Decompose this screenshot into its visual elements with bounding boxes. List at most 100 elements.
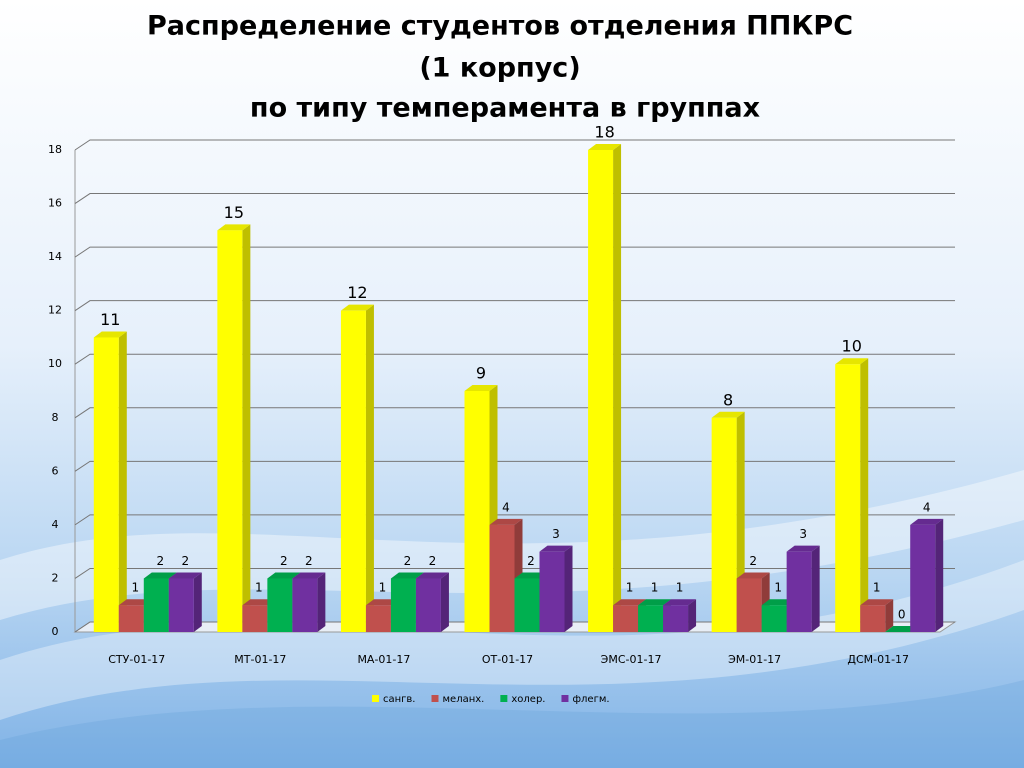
value-label: 11 bbox=[100, 310, 120, 329]
bar bbox=[93, 337, 119, 632]
bar bbox=[711, 417, 737, 632]
bar bbox=[663, 605, 689, 632]
chart-title: Распределение студентов отделения ППКРС bbox=[147, 11, 853, 42]
bar-top bbox=[217, 224, 251, 231]
value-label: 12 bbox=[347, 283, 367, 302]
legend-label: холер. bbox=[511, 694, 545, 705]
bar bbox=[365, 605, 391, 632]
bar bbox=[415, 578, 441, 632]
value-label: 4 bbox=[923, 500, 931, 514]
bar-top bbox=[835, 358, 869, 365]
y-tick-label: 4 bbox=[52, 518, 59, 531]
y-tick-label: 0 bbox=[52, 625, 59, 638]
bar bbox=[242, 605, 268, 632]
y-tick-label: 18 bbox=[48, 143, 62, 156]
bar-side bbox=[564, 545, 573, 632]
value-label: 18 bbox=[594, 123, 614, 142]
value-label: 1 bbox=[379, 581, 387, 595]
x-tick-label: МА-01-17 bbox=[357, 653, 410, 666]
value-label: 2 bbox=[527, 554, 535, 568]
bar-side bbox=[193, 572, 202, 632]
bar-side bbox=[440, 572, 449, 632]
value-label: 3 bbox=[799, 527, 807, 541]
bar bbox=[588, 150, 614, 632]
bar-top bbox=[93, 331, 127, 338]
grid-line bbox=[74, 407, 955, 419]
chart-title: (1 корпус) bbox=[419, 53, 580, 84]
bar-top bbox=[711, 411, 745, 418]
bar bbox=[835, 364, 861, 632]
legend: сангв. меланх. холер. флегм. bbox=[372, 694, 610, 705]
value-label: 2 bbox=[749, 554, 757, 568]
legend-label: флегм. bbox=[572, 694, 609, 705]
x-tick-label: ЭМС-01-17 bbox=[601, 653, 662, 666]
bar-top bbox=[489, 518, 523, 525]
bar bbox=[761, 605, 787, 632]
bar-top bbox=[340, 304, 374, 311]
bar bbox=[267, 578, 293, 632]
bar-top bbox=[761, 599, 795, 606]
legend-label: сангв. bbox=[383, 694, 416, 705]
x-tick-label: ДСМ-01-17 bbox=[847, 653, 909, 666]
bar-top bbox=[736, 572, 770, 579]
bar-top bbox=[539, 545, 573, 552]
value-label: 2 bbox=[305, 554, 313, 568]
grid-line bbox=[74, 460, 955, 472]
grid-line bbox=[74, 300, 955, 312]
value-label: 1 bbox=[873, 581, 881, 595]
grid-line bbox=[74, 139, 955, 151]
x-tick-label: ЭМ-01-17 bbox=[728, 653, 781, 666]
bar bbox=[340, 310, 366, 632]
bar bbox=[168, 578, 194, 632]
x-tick-label: МТ-01-17 bbox=[234, 653, 286, 666]
bar-top bbox=[663, 599, 697, 606]
y-tick-label: 14 bbox=[48, 250, 62, 263]
bar-side bbox=[242, 224, 251, 633]
bar bbox=[786, 551, 812, 632]
bar-side bbox=[688, 599, 697, 632]
bar-top bbox=[910, 518, 944, 525]
bar-top bbox=[786, 545, 820, 552]
grid-line bbox=[74, 353, 955, 365]
bar-side bbox=[885, 599, 894, 632]
y-tick-label: 16 bbox=[48, 197, 62, 210]
bar-side bbox=[811, 545, 820, 632]
bar bbox=[910, 524, 936, 632]
y-tick-label: 8 bbox=[52, 411, 59, 424]
bar-top bbox=[168, 572, 202, 579]
bar bbox=[539, 551, 565, 632]
value-label: 0 bbox=[898, 608, 906, 622]
bar-side bbox=[365, 304, 374, 632]
bar-top bbox=[588, 144, 622, 150]
bar bbox=[860, 605, 886, 632]
chart-title: по типу темперамента в группах bbox=[250, 93, 760, 124]
legend-label: меланх. bbox=[443, 694, 485, 705]
bar-top bbox=[885, 626, 919, 632]
bar bbox=[217, 230, 243, 633]
bar-side bbox=[317, 572, 326, 632]
bar bbox=[390, 578, 416, 632]
bar-side bbox=[935, 518, 944, 632]
grid-line bbox=[74, 514, 955, 526]
value-label: 1 bbox=[676, 581, 684, 595]
bar bbox=[118, 605, 144, 632]
grid-line bbox=[74, 567, 955, 579]
y-tick-label: 10 bbox=[48, 357, 62, 370]
grid-line bbox=[74, 246, 955, 258]
value-label: 2 bbox=[156, 554, 164, 568]
bar bbox=[736, 578, 762, 632]
legend-swatch bbox=[372, 695, 379, 702]
bar-side bbox=[118, 331, 127, 632]
bar-side bbox=[860, 358, 869, 632]
value-label: 3 bbox=[552, 527, 560, 541]
value-label: 10 bbox=[842, 337, 862, 356]
legend-swatch bbox=[561, 695, 569, 702]
bar-top bbox=[118, 599, 152, 606]
legend-swatch bbox=[431, 695, 439, 702]
bar bbox=[292, 578, 318, 632]
y-tick-label: 2 bbox=[52, 571, 59, 584]
y-tick-label: 6 bbox=[52, 464, 59, 477]
bar-top bbox=[143, 572, 177, 579]
